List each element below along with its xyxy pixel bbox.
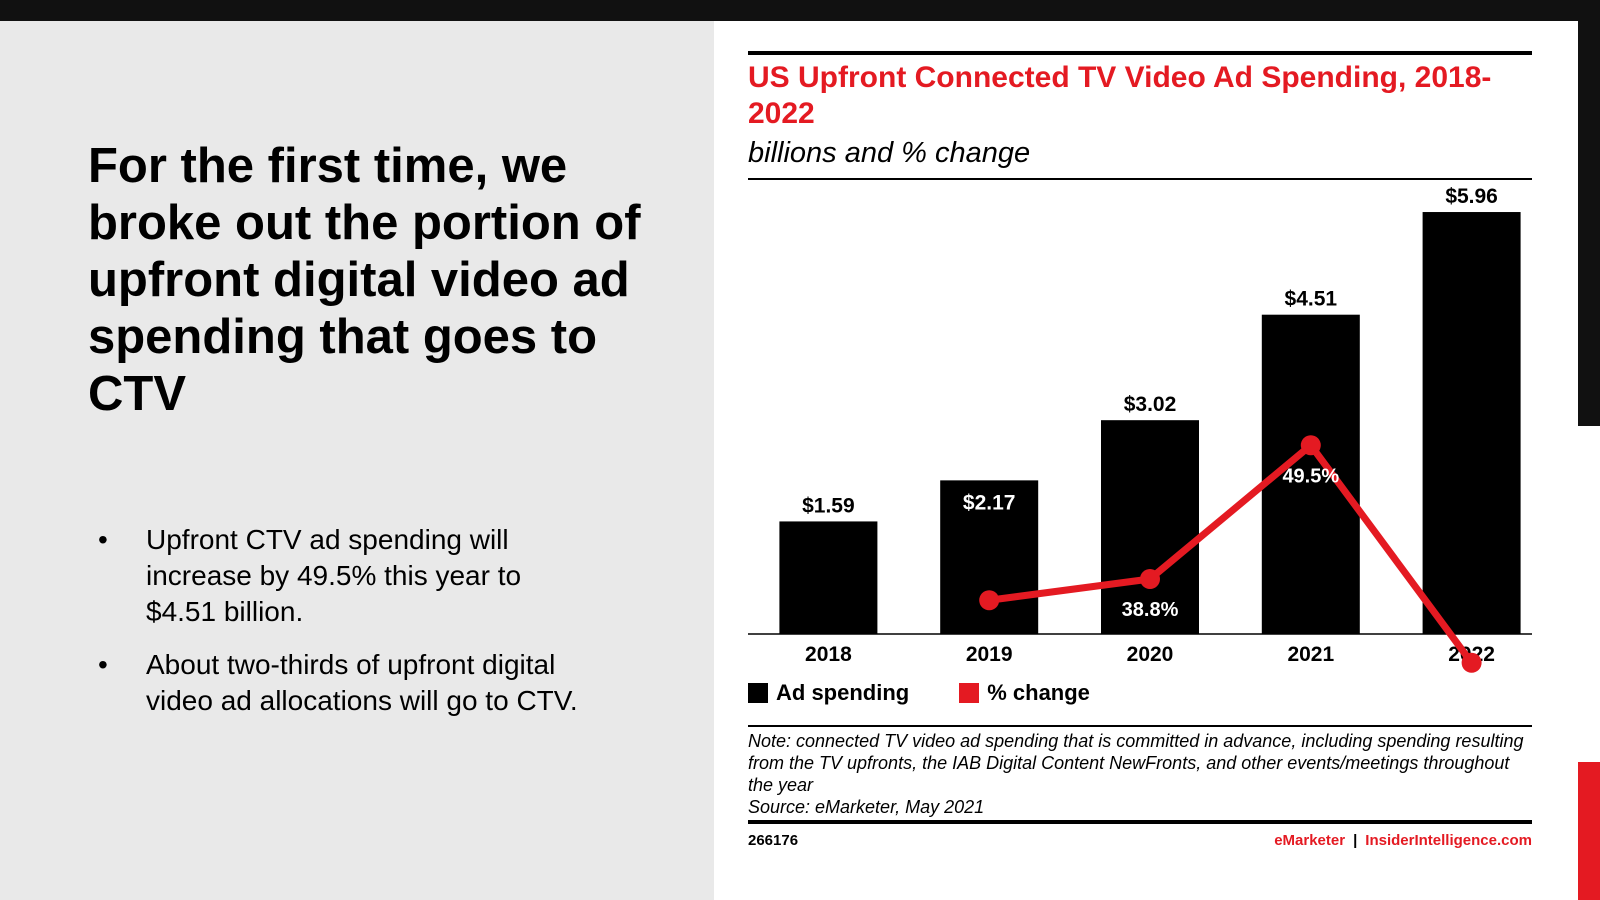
legend-label-ad-spending: Ad spending	[776, 680, 910, 705]
change-value-label-2022: 32.1%	[1443, 683, 1500, 705]
text-panel	[0, 21, 714, 900]
change-point-2021	[1300, 435, 1321, 456]
chart-top-rule	[748, 51, 1532, 55]
bar-value-label-2019: $2.17	[963, 491, 1016, 514]
bar-value-label-2022: $5.96	[1445, 185, 1498, 208]
legend-item-ad-spending: Ad spending	[748, 680, 909, 706]
bullet-item: • About two-thirds of upfront digital vi…	[98, 647, 598, 719]
change-value-label-2019: 37.1%	[961, 564, 1018, 586]
brand-footer: eMarketer | InsiderIntelligence.com	[1274, 832, 1532, 849]
top-bar	[0, 0, 1600, 21]
bullet-item: • Upfront CTV ad spending will increase …	[98, 522, 598, 630]
footer-rule	[748, 820, 1532, 824]
chart-id: 266176	[748, 832, 799, 849]
legend-label-change: % change	[987, 680, 1090, 705]
chart-subtitle: billions and % change	[748, 137, 1031, 169]
change-point-2022	[1461, 652, 1482, 673]
edge-dark-strip	[1578, 21, 1600, 426]
note-rule	[748, 725, 1532, 727]
x-tick-label-2020: 2020	[1127, 643, 1174, 666]
bar-value-label-2020: $3.02	[1124, 393, 1177, 416]
note-text: Note: connected TV video ad spending tha…	[748, 731, 1524, 795]
change-point-2020	[1140, 569, 1160, 589]
brand-separator: |	[1353, 832, 1358, 849]
x-tick-label-2019: 2019	[966, 643, 1013, 666]
change-value-label-2020: 38.8%	[1122, 599, 1179, 621]
bullet-dot: •	[98, 524, 108, 555]
edge-red-strip	[1578, 762, 1600, 900]
x-tick-label-2021: 2021	[1287, 643, 1334, 666]
bar-2020	[1101, 420, 1199, 634]
bar-2022	[1422, 212, 1521, 635]
chart-title: US Upfront Connected TV Video Ad Spendin…	[748, 61, 1492, 130]
brand-insider-intelligence: InsiderIntelligence.com	[1365, 832, 1532, 849]
source-text: Source: eMarketer, May 2021	[748, 797, 985, 817]
bar-value-label-2021: $4.51	[1285, 288, 1338, 311]
chart-note: Note: connected TV video ad spending tha…	[748, 730, 1532, 818]
bullet-text: About two-thirds of upfront digital vide…	[146, 649, 578, 716]
slide-headline: For the first time, we broke out the por…	[88, 139, 641, 421]
change-value-label-2021: 49.5%	[1282, 465, 1339, 487]
chart-legend: Ad spending % change	[748, 680, 1140, 706]
edge-white-strip	[1578, 426, 1600, 762]
brand-emarketer: eMarketer	[1274, 832, 1346, 849]
legend-swatch-change	[959, 683, 980, 703]
x-tick-label-2018: 2018	[805, 643, 852, 666]
bar-value-label-2018: $1.59	[802, 494, 855, 517]
change-point-2019	[979, 590, 1000, 611]
bullet-list: • Upfront CTV ad spending will increase …	[98, 522, 598, 736]
legend-item-change: % change	[959, 680, 1090, 706]
change-line	[988, 441, 1475, 665]
bullet-dot: •	[98, 649, 108, 680]
chart-subtitle-rule	[748, 178, 1532, 180]
bar-2018	[779, 521, 878, 634]
bullet-text: Upfront CTV ad spending will increase by…	[146, 524, 522, 627]
legend-swatch-ad-spending	[748, 683, 768, 703]
